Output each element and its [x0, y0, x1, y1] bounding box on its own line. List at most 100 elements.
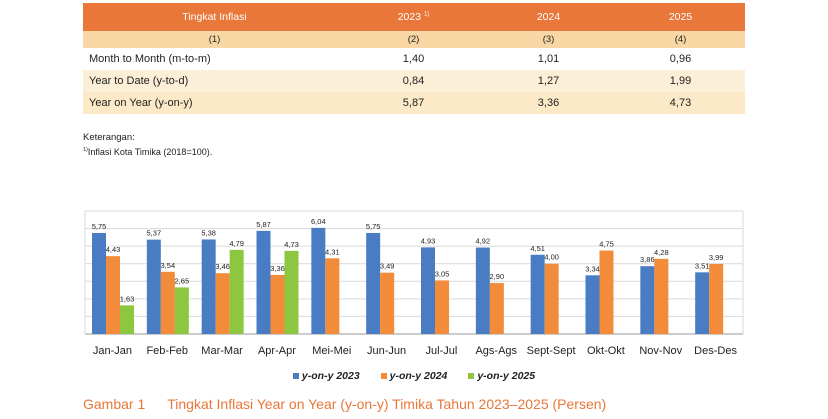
bar-y-on-y-2023 — [530, 254, 545, 334]
chart-legend: y-on-y 2023 y-on-y 2024 y-on-y 2025 — [0, 370, 828, 382]
data-label: 4,75 — [599, 240, 614, 249]
data-label: 4,92 — [476, 237, 491, 246]
row-label: Year to Date (y-to-d) — [83, 70, 346, 92]
bar-y-on-y-2024 — [435, 280, 449, 334]
cell-2023: 0,84 — [346, 70, 481, 92]
cell-2025: 0,96 — [616, 48, 745, 70]
table-notes: Keterangan: 1)Inflasi Kota Timika (2018=… — [83, 132, 212, 158]
bar-y-on-y-2025 — [284, 250, 299, 334]
legend-swatch — [292, 373, 299, 380]
bar-y-on-y-2024 — [380, 272, 395, 334]
cell-2023: 5,87 — [346, 92, 481, 114]
bar-y-on-y-2023 — [421, 247, 435, 334]
notes-text: 1)Inflasi Kota Timika (2018=100). — [83, 147, 213, 157]
bar-y-on-y-2023 — [201, 239, 216, 334]
x-tick-label: Sept-Sept — [527, 345, 576, 357]
data-label: 4,28 — [654, 248, 669, 257]
data-label: 4,79 — [229, 239, 244, 248]
bar-y-on-y-2024 — [654, 258, 669, 334]
bar-y-on-y-2023 — [146, 239, 161, 334]
data-label: 2,65 — [175, 276, 190, 285]
data-label: 6,04 — [311, 217, 326, 226]
inflation-table: Tingkat Inflasi 2023 1) 2024 2025 (1) (2… — [83, 3, 745, 114]
data-label: 4,51 — [530, 244, 545, 253]
header-2025: 2025 — [616, 3, 745, 31]
cell-2025: 1,99 — [616, 70, 745, 92]
x-tick-label: Okt-Okt — [587, 345, 625, 357]
x-tick-label: Jan-Jan — [93, 345, 132, 357]
notes-title: Keterangan: — [83, 132, 135, 143]
data-label: 3,99 — [709, 253, 724, 262]
data-label: 4,31 — [325, 247, 340, 256]
row-label: Year on Year (y-on-y) — [83, 92, 346, 114]
bar-y-on-y-2023 — [256, 230, 271, 334]
bar-y-on-y-2023 — [585, 275, 600, 334]
header-2024: 2024 — [481, 3, 616, 31]
table-row: Year on Year (y-on-y) 5,87 3,36 4,73 — [83, 92, 745, 114]
data-label: 3,51 — [695, 261, 710, 270]
data-label: 3,54 — [161, 261, 176, 270]
cell-2024: 3,36 — [481, 92, 616, 114]
x-tick-label: Mar-Mar — [201, 345, 243, 357]
x-tick-label: Jul-Jul — [426, 345, 458, 357]
index-cell: (3) — [481, 31, 616, 48]
bar-y-on-y-2025 — [229, 249, 244, 334]
bar-y-on-y-2023 — [366, 232, 381, 334]
data-label: 5,87 — [256, 220, 271, 229]
index-cell: (1) — [83, 31, 346, 48]
bar-y-on-y-2024 — [544, 263, 559, 334]
header-2023: 2023 1) — [346, 3, 481, 31]
table-index-row: (1) (2) (3) (4) — [83, 31, 745, 48]
bar-y-on-y-2023 — [475, 247, 490, 334]
legend-item-2023: y-on-y 2023 — [292, 370, 360, 382]
bar-y-on-y-2023 — [640, 266, 655, 334]
bar-y-on-y-2024 — [489, 283, 504, 334]
data-label: 4,43 — [106, 245, 121, 254]
bar-y-on-y-2024 — [599, 250, 614, 334]
figure-number: Gambar 1 — [83, 396, 146, 412]
data-label: 4,00 — [544, 253, 559, 262]
data-label: 3,34 — [585, 264, 600, 273]
legend-swatch — [380, 373, 387, 380]
cell-2024: 1,27 — [481, 70, 616, 92]
data-label: 5,37 — [147, 229, 162, 238]
data-label: 3,49 — [380, 262, 395, 271]
table-row: Year to Date (y-to-d) 0,84 1,27 1,99 — [83, 70, 745, 92]
data-label: 5,75 — [366, 222, 381, 231]
legend-item-2024: y-on-y 2024 — [380, 370, 447, 382]
legend-item-2025: y-on-y 2025 — [468, 370, 535, 382]
data-label: 2,90 — [490, 272, 505, 281]
bar-y-on-y-2024 — [215, 273, 230, 334]
header-indicator: Tingkat Inflasi — [83, 3, 346, 31]
bar-y-on-y-2024 — [160, 271, 175, 334]
index-cell: (2) — [346, 31, 481, 48]
figure-title: Tingkat Inflasi Year on Year (y-on-y) Ti… — [167, 396, 607, 412]
figure-caption: Gambar 1 Tingkat Inflasi Year on Year (y-… — [83, 396, 606, 412]
data-label: 3,05 — [435, 269, 450, 278]
bar-y-on-y-2025 — [120, 305, 134, 334]
data-label: 3,86 — [640, 255, 655, 264]
index-cell: (4) — [616, 31, 745, 48]
cell-2024: 1,01 — [481, 48, 616, 70]
data-label: 3,46 — [215, 262, 230, 271]
bar-y-on-y-2024 — [270, 274, 285, 334]
table-header-row: Tingkat Inflasi 2023 1) 2024 2025 — [83, 3, 745, 31]
bar-y-on-y-2023 — [92, 232, 106, 334]
x-tick-label: Des-Des — [694, 345, 737, 357]
inflation-bar-chart: 5,75 4,43 1,63 Jan-Jan 5,37 3,54 2,65 Feb-Feb 5,… — [84, 210, 744, 357]
data-label: 1,63 — [120, 294, 135, 303]
bar-y-on-y-2024 — [709, 263, 724, 334]
table-row: Month to Month (m-to-m) 1,40 1,01 0,96 — [83, 48, 745, 70]
x-tick-label: Feb-Feb — [146, 345, 188, 357]
data-label: 4,73 — [284, 240, 299, 249]
x-tick-label: Ags-Ags — [475, 345, 517, 357]
x-tick-label: Apr-Apr — [258, 345, 296, 357]
bar-y-on-y-2024 — [106, 256, 120, 334]
x-tick-label: Mei-Mei — [312, 345, 351, 357]
bar-y-on-y-2023 — [311, 227, 326, 334]
x-tick-label: Nov-Nov — [639, 345, 682, 357]
bar-y-on-y-2024 — [325, 258, 340, 334]
cell-2025: 4,73 — [616, 92, 745, 114]
data-label: 4,93 — [421, 236, 436, 245]
x-tick-label: Jun-Jun — [367, 345, 406, 357]
